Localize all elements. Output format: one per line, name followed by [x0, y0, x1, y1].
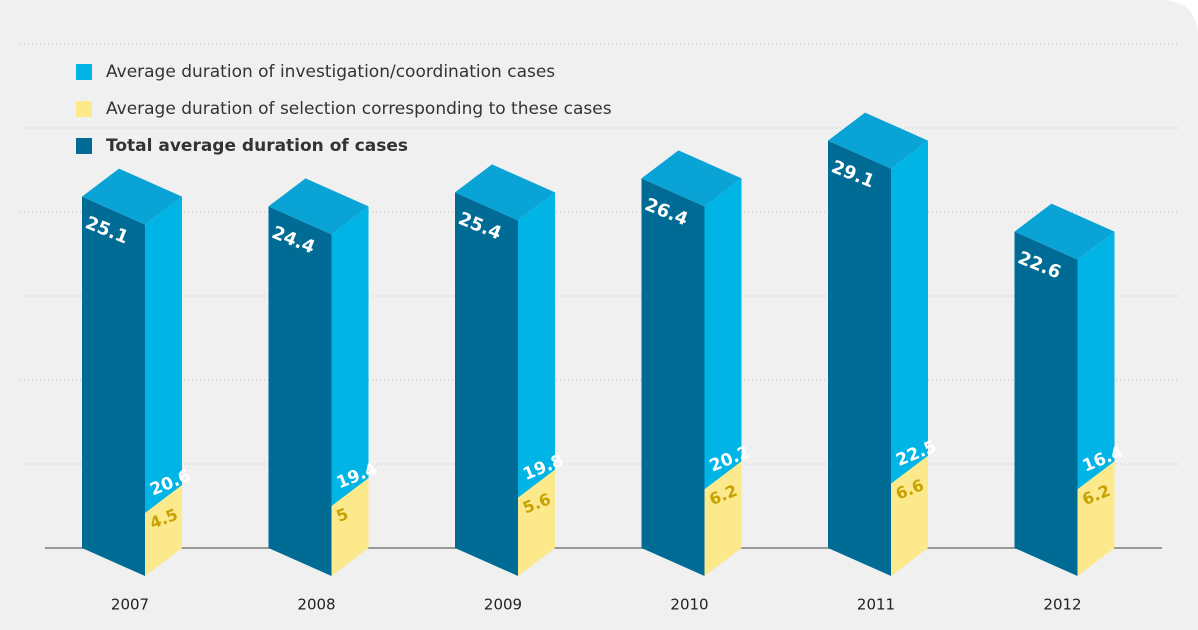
bar-side-selection [145, 485, 182, 576]
legend-label: Average duration of selection correspond… [106, 99, 612, 119]
bar-top [455, 164, 555, 221]
bar-side-investigation [704, 178, 742, 490]
bar-side-investigation [891, 140, 928, 484]
bar-side-selection [1077, 461, 1115, 576]
bar-top [828, 112, 928, 169]
legend-label: Total average duration of cases [106, 136, 408, 156]
bar-side-selection [891, 455, 928, 576]
bar-front [455, 192, 518, 576]
bar-front [1014, 231, 1078, 576]
bar-side-selection [331, 478, 369, 576]
x-tick-label: 2011 [857, 596, 895, 614]
bar-front [828, 140, 891, 576]
legend-swatch [76, 101, 92, 117]
bar-side-investigation [518, 192, 555, 498]
bar-top [641, 150, 742, 207]
bar-top [82, 168, 182, 225]
bar-side-selection [704, 461, 742, 576]
bar-front [641, 178, 705, 576]
x-tick-label: 2009 [484, 596, 522, 614]
legend-swatch [76, 64, 92, 80]
legend-swatch [76, 138, 92, 154]
bar-side-selection [518, 469, 555, 576]
x-tick-label: 2012 [1043, 596, 1081, 614]
bar-side-investigation [145, 196, 182, 513]
bar-front [268, 206, 332, 576]
bar-front [82, 196, 145, 576]
x-tick-label: 2008 [297, 596, 335, 614]
legend-label: Average duration of investigation/coordi… [106, 62, 555, 82]
x-tick-label: 2010 [670, 596, 708, 614]
bar-side-investigation [331, 206, 369, 506]
bar-top [1014, 203, 1115, 260]
bar-top [268, 178, 369, 235]
x-tick-label: 2007 [111, 596, 149, 614]
bar-side-investigation [1077, 231, 1115, 490]
